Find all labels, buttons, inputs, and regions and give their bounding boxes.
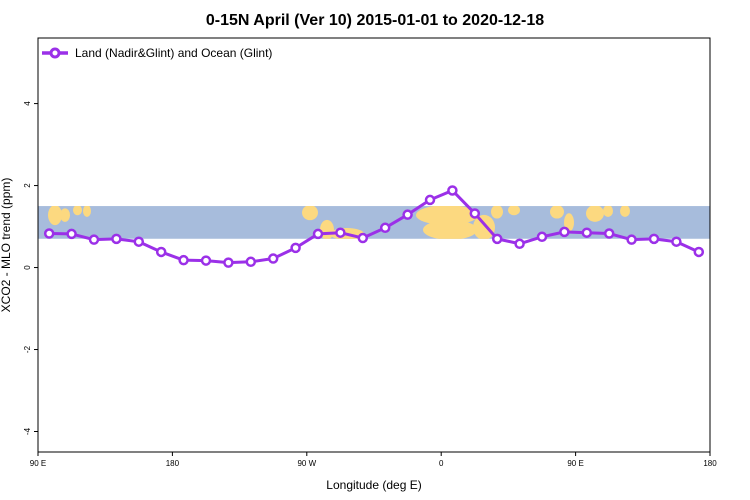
y-tick-label: 0 [23,265,32,270]
x-axis-label: Longitude (deg E) [326,478,421,492]
data-point [514,238,525,250]
x-tick-label: 180 [703,459,717,468]
data-point [312,228,324,240]
data-point [200,255,212,266]
data-point [447,185,458,196]
chart-title: 0-15N April (Ver 10) 2015-01-01 to 2020-… [206,12,544,29]
land-mass [564,213,574,232]
data-point [111,233,122,245]
y-axis: -4 -2 0 2 4 [23,101,38,435]
data-point [335,227,346,238]
x-tick-label: 90 E [30,459,46,468]
data-point [693,246,705,258]
data-point [603,228,615,239]
land-mass [508,206,520,216]
data-point [357,232,369,244]
legend-label: Land (Nadir&Glint) and Ocean (Glint) [75,46,272,60]
land-mass [302,206,318,221]
y-tick-label: 2 [23,183,32,188]
data-point [88,234,100,245]
land-mass [620,206,630,217]
land-mass [60,208,70,222]
x-tick-label: 90 E [567,459,583,468]
data-point [469,208,481,219]
land-mass [603,206,613,217]
land-mass [73,206,82,216]
x-tick-label: 180 [166,459,180,468]
data-point [581,227,593,238]
data-point [379,222,391,234]
legend-marker [49,47,61,59]
data-point [66,228,77,240]
data-point [245,256,257,268]
data-point [43,228,55,239]
x-axis: 90 E 180 90 W 0 90 E 180 [30,452,717,468]
y-tick-label: -4 [23,427,32,435]
data-point [267,253,279,264]
plot-frame [37,37,711,453]
y-tick-label: -2 [23,345,32,353]
legend: Land (Nadir&Glint) and Ocean (Glint) [42,46,272,60]
data-point [402,209,413,220]
land-mass [550,206,564,219]
data-point [223,257,234,268]
data-point [559,226,570,238]
land-mass [48,206,62,226]
x-tick-label: 0 [439,459,444,468]
x-tick-label: 90 W [297,459,316,468]
data-point [491,233,503,245]
land-mass [423,219,477,239]
land-mass [83,206,91,217]
data-point [536,231,548,243]
data-point [626,234,637,245]
land-mass [491,206,503,219]
data-point [290,242,301,254]
y-axis-label: XCO2 - MLO trend (ppm) [0,178,13,313]
data-point [155,246,167,258]
data-point [178,254,189,266]
data-point [671,236,682,247]
series-group [43,185,705,268]
data-point [648,233,660,245]
data-point [133,236,145,247]
land-mass [416,206,478,226]
land-mass [586,206,604,222]
data-point [424,194,436,206]
land-mass [473,214,495,239]
y-tick-label: 4 [23,101,32,106]
